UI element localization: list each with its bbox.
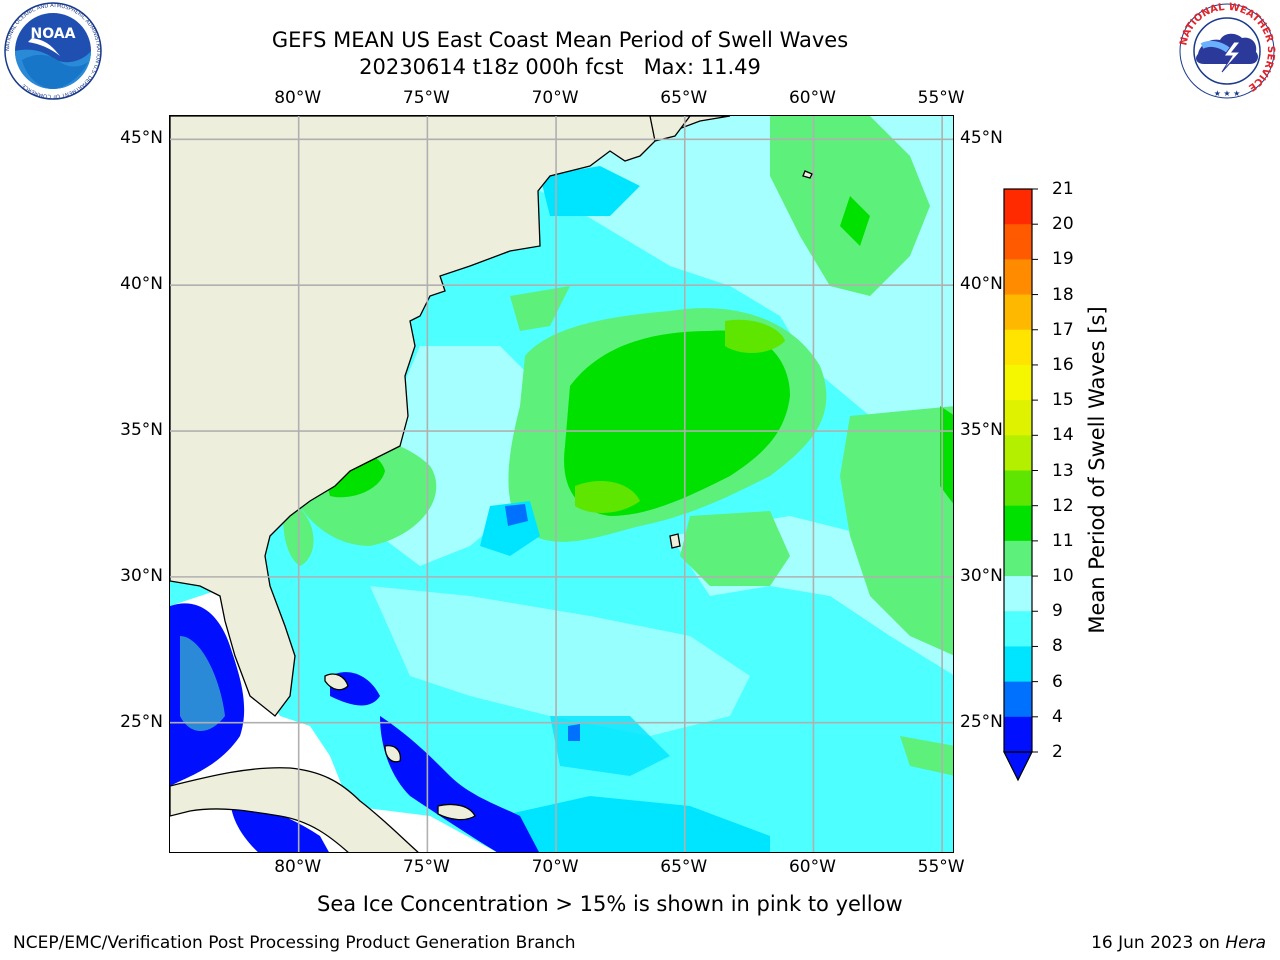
swell-4-6-region	[480, 166, 770, 852]
colorbar-bin	[1004, 470, 1032, 507]
lon-tick-bottom: 60°W	[788, 857, 836, 877]
colorbar-bin	[1004, 681, 1032, 718]
lat-tick-left: 25°N	[120, 711, 163, 732]
lon-tick-top: 70°W	[531, 88, 579, 108]
colorbar-bin	[1004, 224, 1032, 260]
footer-date: 16 Jun 2023 on Hera	[1091, 933, 1266, 953]
colorbar-level-label: 19	[1052, 249, 1074, 270]
colorbar-title: Mean Period of Swell Waves [s]	[1085, 306, 1109, 634]
colorbar-bin	[1004, 364, 1032, 401]
lon-tick-bottom: 75°W	[402, 857, 450, 877]
colorbar-bin	[1004, 646, 1032, 683]
colorbar-level-label: 18	[1052, 284, 1074, 305]
colorbar-level-label: 16	[1052, 354, 1074, 375]
footer-credit: NCEP/EMC/Verification Post Processing Pr…	[13, 933, 576, 953]
swell-period-map	[170, 116, 953, 852]
colorbar-bin	[1004, 400, 1032, 436]
lat-tick-left: 30°N	[120, 565, 163, 586]
colorbar-level-label: 10	[1052, 566, 1074, 587]
colorbar-level-label: 8	[1052, 636, 1063, 657]
colorbar-level-label: 20	[1052, 214, 1074, 235]
colorbar-level-label: 2	[1052, 742, 1063, 762]
map-panel	[169, 115, 954, 853]
lat-tick-left: 35°N	[120, 420, 163, 441]
footer-date-text: 16 Jun 2023 on	[1091, 933, 1226, 953]
map-subtitle: 20230614 t18z 000h fcst Max: 11.49	[359, 55, 761, 79]
colorbar-level-label: 21	[1052, 179, 1074, 199]
sea-ice-caption: Sea Ice Concentration > 15% is shown in …	[0, 892, 1280, 916]
colorbar-bin	[1004, 611, 1032, 647]
graticule	[170, 116, 953, 852]
land-areas	[170, 116, 813, 852]
lat-tick-right: 25°N	[960, 711, 1003, 732]
lat-tick-right: 40°N	[960, 274, 1003, 295]
lat-tick-right: 30°N	[960, 565, 1003, 586]
lat-tick-left: 45°N	[120, 128, 163, 149]
noaa-logo: NOAA NATIONAL OCEANIC AND ATMOSPHERIC AD…	[2, 2, 104, 100]
lon-tick-bottom: 70°W	[531, 857, 579, 877]
lon-tick-top: 80°W	[274, 88, 322, 108]
colorbar-level-label: 12	[1052, 495, 1074, 516]
lat-tick-left: 40°N	[120, 274, 163, 295]
colorbar-level-label: 4	[1052, 706, 1063, 727]
colorbar-bin	[1004, 259, 1032, 296]
colorbar-bin	[1004, 294, 1032, 331]
colorbar-bin	[1004, 329, 1032, 366]
colorbar-bin	[1004, 505, 1032, 542]
lon-tick-top: 60°W	[788, 88, 836, 108]
colorbar-level-label: 9	[1052, 601, 1063, 622]
colorbar-bin	[1004, 540, 1032, 577]
colorbar-level-label: 6	[1052, 671, 1063, 692]
footer-host: Hera	[1225, 933, 1266, 953]
map-title: GEFS MEAN US East Coast Mean Period of S…	[271, 28, 849, 52]
colorbar-level-label: 11	[1052, 530, 1074, 551]
colorbar-bin	[1004, 189, 1032, 225]
colorbar-level-label: 13	[1052, 460, 1074, 481]
svg-text:★ ★ ★: ★ ★ ★	[1214, 89, 1241, 98]
colorbar-bin	[1004, 435, 1032, 471]
nws-logo: NATIONAL WEATHER SERVICE ★ ★ ★	[1176, 2, 1278, 100]
colorbar	[996, 182, 1046, 787]
swell-2-4-region	[505, 504, 580, 741]
colorbar-bin	[1004, 576, 1032, 612]
colorbar-graphic	[1003, 188, 1038, 782]
lon-tick-bottom: 80°W	[274, 857, 322, 877]
lat-tick-right: 35°N	[960, 420, 1003, 441]
colorbar-level-label: 14	[1052, 425, 1074, 446]
lon-tick-bottom: 65°W	[660, 857, 708, 877]
lon-tick-top: 55°W	[917, 88, 965, 108]
lat-tick-right: 45°N	[960, 128, 1003, 149]
lon-tick-top: 75°W	[402, 88, 450, 108]
colorbar-under-extension	[1003, 751, 1033, 782]
lon-tick-bottom: 55°W	[917, 857, 965, 877]
sea-ice-caption-text: Sea Ice Concentration > 15% is shown in …	[317, 892, 903, 916]
colorbar-bin	[1004, 716, 1032, 753]
swell-11-12-region	[575, 319, 785, 513]
noaa-logo-text: NOAA	[31, 26, 76, 42]
colorbar-level-label: 17	[1052, 319, 1074, 340]
lon-tick-top: 65°W	[660, 88, 708, 108]
colorbar-level-label: 15	[1052, 390, 1074, 411]
